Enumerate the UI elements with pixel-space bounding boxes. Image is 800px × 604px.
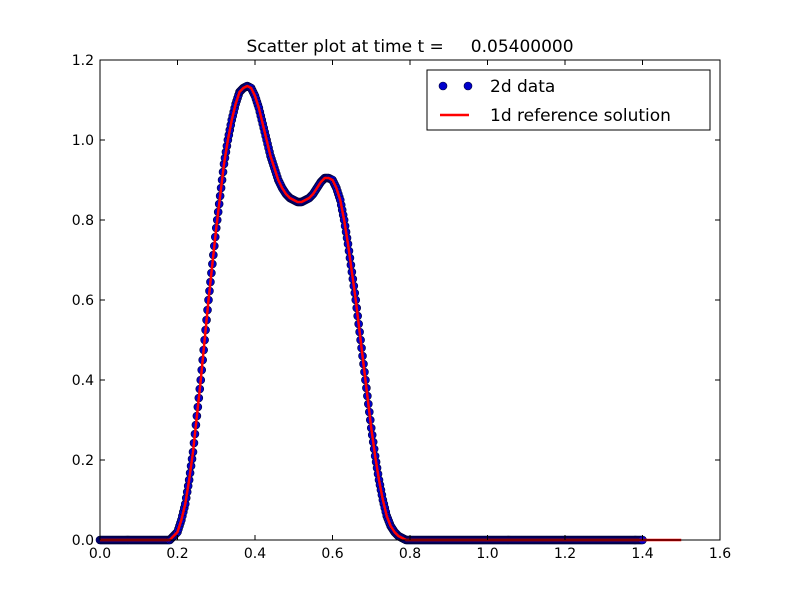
legend-scatter-marker-2: [463, 81, 473, 91]
legend-box: [426, 69, 711, 131]
chart-title: Scatter plot at time t = 0.05400000: [246, 37, 573, 57]
x-tick-label: 0.0: [89, 546, 111, 562]
y-tick-label: 0.8: [72, 213, 94, 229]
x-tick-label: 1.4: [631, 546, 653, 562]
y-tick-label: 1.2: [72, 53, 94, 69]
x-tick-label: 1.2: [554, 546, 576, 562]
x-tick-label: 1.0: [476, 546, 498, 562]
legend-scatter-marker-1: [438, 81, 448, 91]
x-tick-label: 0.2: [166, 546, 188, 562]
y-tick-label: 1.0: [72, 133, 94, 149]
y-tick-label: 0.2: [72, 453, 94, 469]
y-tick-label: 0.6: [72, 293, 94, 309]
axes-frame: [99, 59, 721, 541]
legend-label-scatter: 2d data: [490, 77, 555, 97]
x-tick-label: 0.4: [244, 546, 266, 562]
legend: 2d data 1d reference solution: [426, 69, 711, 131]
y-tick-label: 0.0: [72, 533, 94, 549]
reference-solution-line: [100, 84, 682, 542]
y-tick-label: 0.4: [72, 373, 94, 389]
axis-ticks: 0.0 0.2 0.4 0.6 0.8 1.0 1.2 1.4 1.6 0.0 0.2 0.4 0.6 0…: [72, 53, 731, 562]
x-tick-label: 0.6: [321, 546, 343, 562]
legend-label-line: 1d reference solution: [490, 106, 671, 126]
x-tick-label: 1.6: [709, 546, 731, 562]
x-tick-label: 0.8: [399, 546, 421, 562]
plot-area: [95, 81, 682, 545]
